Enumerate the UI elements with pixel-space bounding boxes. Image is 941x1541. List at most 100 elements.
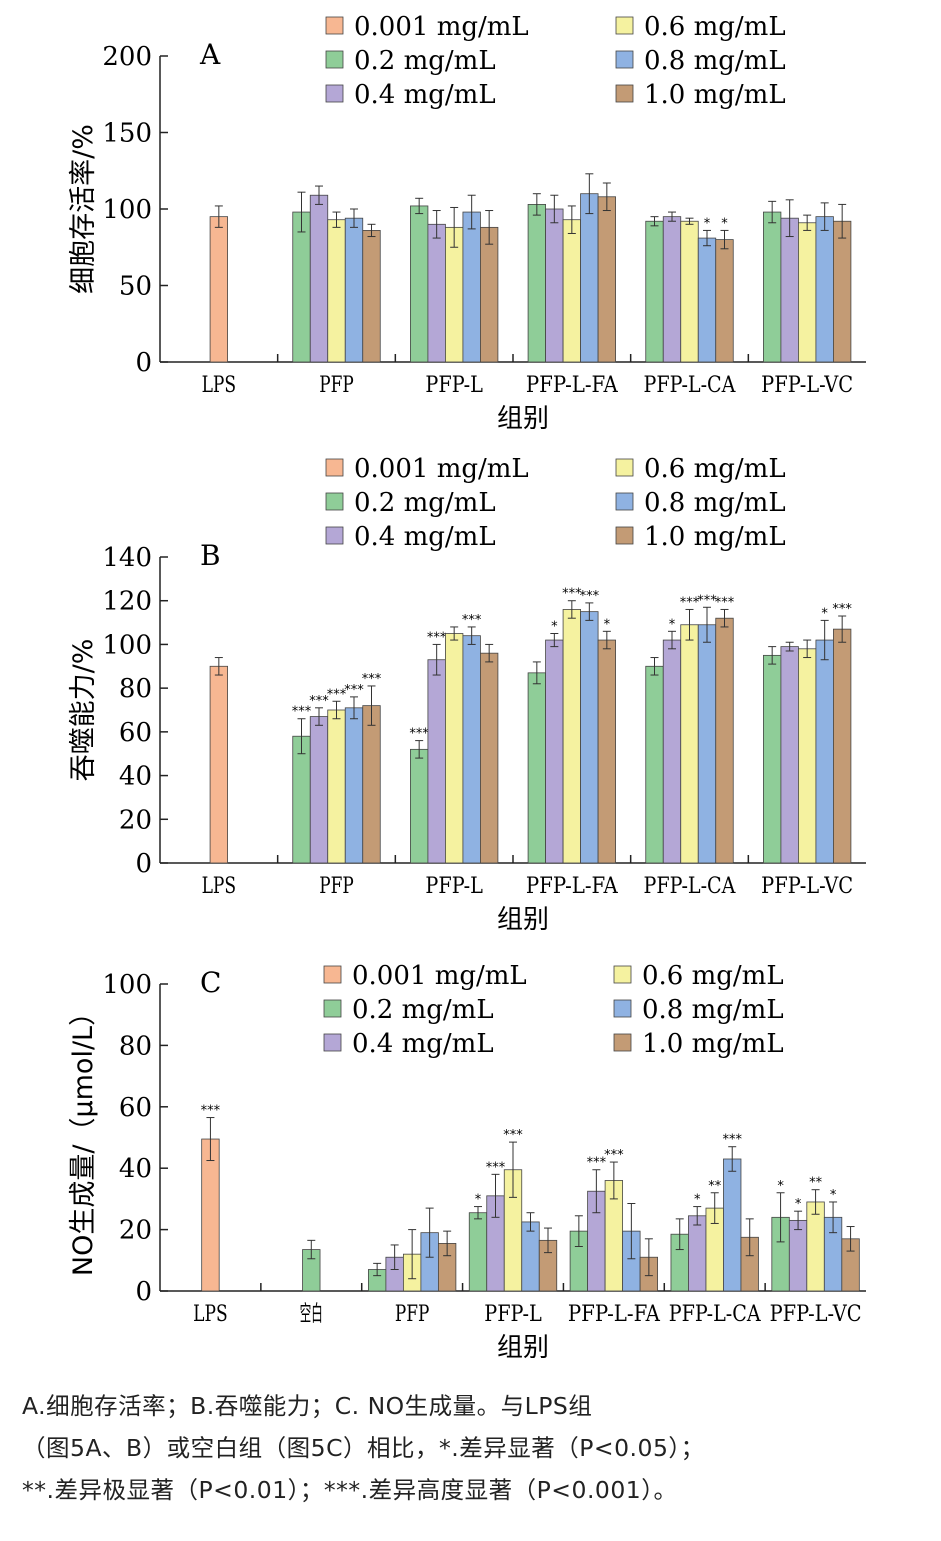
bar bbox=[209, 665, 228, 864]
significance-marker: *** bbox=[715, 595, 735, 610]
bar bbox=[362, 230, 381, 363]
legend-swatch bbox=[615, 458, 634, 477]
legend-label: 0.4 mg/mL bbox=[354, 522, 496, 552]
y-tick-label: 40 bbox=[119, 762, 152, 792]
y-axis-title: NO生成量/（μmol/L） bbox=[68, 999, 99, 1276]
x-tick-label: PFP-L-FA bbox=[526, 373, 619, 398]
legend-label: 1.0 mg/mL bbox=[642, 1029, 784, 1059]
bar bbox=[410, 748, 429, 864]
legend-swatch bbox=[325, 16, 344, 35]
significance-marker: * bbox=[777, 1179, 784, 1194]
bar bbox=[806, 1201, 825, 1292]
legend-label: 0.2 mg/mL bbox=[354, 488, 496, 518]
bar bbox=[292, 211, 311, 363]
bar bbox=[327, 219, 346, 363]
legend-swatch bbox=[615, 492, 634, 511]
bar bbox=[309, 716, 329, 864]
bar bbox=[715, 239, 734, 363]
significance-marker: * bbox=[475, 1193, 482, 1208]
significance-marker: * bbox=[669, 617, 676, 632]
caption-line-1: A.细胞存活率；B.吞噬能力；C. NO生成量。与LPS组 bbox=[22, 1392, 593, 1420]
y-tick-label: 0 bbox=[135, 849, 152, 879]
bar bbox=[445, 633, 464, 864]
bar bbox=[597, 196, 616, 363]
legend-swatch bbox=[323, 965, 342, 984]
bar bbox=[480, 226, 499, 363]
panel-label: B bbox=[200, 539, 221, 572]
x-tick-label: PFP-L bbox=[484, 1302, 542, 1327]
y-tick-label: 100 bbox=[102, 970, 152, 1000]
bar bbox=[527, 672, 546, 864]
legend-label: 0.2 mg/mL bbox=[352, 995, 494, 1025]
significance-marker: *** bbox=[580, 589, 600, 604]
bar bbox=[688, 1215, 707, 1292]
significance-marker: *** bbox=[462, 613, 482, 628]
x-tick-label: PFP-L-FA bbox=[568, 1302, 661, 1327]
y-tick-label: 60 bbox=[119, 1093, 152, 1123]
bar bbox=[462, 635, 481, 864]
significance-marker: * bbox=[821, 606, 828, 621]
legend-swatch bbox=[615, 84, 634, 103]
legend-swatch bbox=[323, 1033, 342, 1052]
legend-swatch bbox=[325, 50, 344, 69]
bar bbox=[344, 707, 364, 864]
bar bbox=[662, 639, 682, 864]
legend-label: 0.4 mg/mL bbox=[352, 1029, 494, 1059]
x-tick-label: PFP-L-FA bbox=[526, 874, 619, 899]
legend-label: 0.001 mg/mL bbox=[354, 12, 529, 42]
bar bbox=[562, 609, 581, 864]
y-tick-label: 100 bbox=[102, 630, 152, 660]
caption-line-3: **.差异极显著（P<0.01）；***.差异高度显著（P<0.001）。 bbox=[22, 1476, 678, 1504]
legend-swatch bbox=[325, 458, 344, 477]
y-tick-label: 60 bbox=[119, 718, 152, 748]
x-axis-title: 组别 bbox=[497, 905, 549, 935]
legend-label: 0.8 mg/mL bbox=[642, 995, 784, 1025]
legend-label: 0.8 mg/mL bbox=[644, 46, 786, 76]
bar bbox=[815, 639, 834, 864]
significance-marker: * bbox=[551, 620, 558, 635]
significance-marker: *** bbox=[562, 587, 582, 602]
y-tick-label: 80 bbox=[119, 674, 152, 704]
bar bbox=[344, 217, 364, 363]
bar bbox=[697, 624, 717, 864]
bar bbox=[780, 646, 799, 864]
chart-panel-a: 0 50 100 150 200 细胞存活率/% 组别 A LPS PFP PFP-L PFP-L-F… bbox=[68, 12, 866, 434]
x-tick-label: LPS bbox=[193, 1302, 228, 1327]
legend-swatch bbox=[615, 50, 634, 69]
figure-caption: A.细胞存活率；B.吞噬能力；C. NO生成量。与LPS组 （图5A、B）或空白… bbox=[22, 1385, 922, 1511]
y-tick-label: 50 bbox=[119, 272, 152, 302]
y-axis-title: 细胞存活率/% bbox=[68, 124, 99, 294]
legend-label: 0.001 mg/mL bbox=[352, 961, 527, 991]
bar bbox=[680, 220, 699, 363]
y-tick-label: 100 bbox=[102, 195, 152, 225]
significance-marker: *** bbox=[327, 687, 347, 702]
legend-swatch bbox=[613, 999, 632, 1018]
bar bbox=[580, 611, 599, 864]
significance-marker: * bbox=[704, 216, 711, 231]
significance-marker: *** bbox=[292, 705, 312, 720]
legend-swatch bbox=[613, 965, 632, 984]
y-tick-label: 120 bbox=[102, 587, 152, 617]
bar bbox=[201, 1138, 220, 1292]
x-tick-label: PFP-L bbox=[425, 874, 483, 899]
significance-marker: *** bbox=[832, 602, 852, 617]
bar bbox=[815, 216, 834, 363]
legend-label: 0.6 mg/mL bbox=[644, 12, 786, 42]
bar bbox=[362, 705, 381, 864]
y-tick-label: 40 bbox=[119, 1154, 152, 1184]
legend-swatch bbox=[325, 526, 344, 545]
significance-marker: * bbox=[694, 1193, 701, 1208]
y-axis-title: 吞噬能力/% bbox=[68, 639, 99, 782]
bar bbox=[468, 1212, 488, 1292]
significance-marker: *** bbox=[604, 1148, 624, 1163]
y-tick-label: 0 bbox=[135, 348, 152, 378]
x-tick-label: PFP bbox=[395, 1302, 430, 1327]
significance-marker: *** bbox=[503, 1128, 523, 1143]
bar bbox=[645, 665, 664, 864]
y-tick-label: 20 bbox=[119, 1216, 152, 1246]
bar bbox=[462, 211, 481, 363]
bar bbox=[645, 220, 664, 363]
x-tick-label: PFP-L-VC bbox=[761, 373, 853, 398]
